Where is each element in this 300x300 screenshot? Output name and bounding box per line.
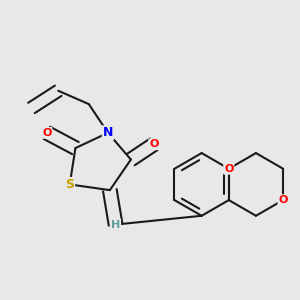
Text: O: O: [149, 139, 158, 149]
Text: H: H: [111, 220, 120, 230]
Text: O: O: [42, 128, 51, 138]
Text: S: S: [65, 178, 74, 191]
Text: N: N: [103, 126, 113, 139]
Text: O: O: [278, 195, 288, 205]
Text: O: O: [224, 164, 233, 174]
